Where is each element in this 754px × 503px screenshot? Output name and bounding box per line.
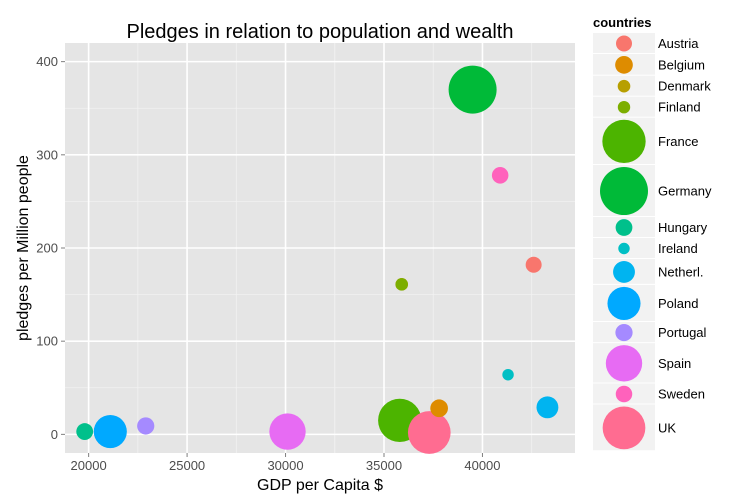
x-tick-label: 25000	[169, 458, 205, 473]
legend-key-uk	[602, 406, 646, 450]
x-tick-label: 20000	[71, 458, 107, 473]
point-finland	[395, 278, 408, 291]
point-germany	[448, 65, 497, 114]
legend-key-spain	[605, 345, 643, 382]
point-sweden	[491, 167, 509, 184]
grid-major	[65, 43, 575, 453]
y-tick-label: 200	[36, 241, 58, 256]
x-axis-ticks: 20000 25000 30000 35000 40000	[71, 453, 501, 473]
point-austria	[525, 256, 542, 273]
legend-key-finland	[617, 100, 631, 114]
legend-label: Hungary	[658, 220, 708, 235]
y-tick-label: 400	[36, 54, 58, 69]
point-netherl	[536, 396, 559, 419]
legend-label: Poland	[658, 296, 698, 311]
y-tick-label: 100	[36, 334, 58, 349]
point-portugal	[137, 417, 155, 435]
y-tick-label: 0	[51, 427, 58, 442]
legend-label: Germany	[658, 184, 712, 199]
legend-key-portugal	[615, 323, 633, 342]
point-ireland	[502, 369, 514, 381]
x-axis-title: GDP per Capita $	[257, 477, 383, 494]
legend-label: UK	[658, 420, 676, 435]
legend-key-sweden	[615, 385, 633, 403]
legend-key-austria	[616, 35, 632, 52]
x-tick-label: 30000	[267, 458, 303, 473]
legend-key-hungary	[615, 219, 633, 236]
x-tick-label: 35000	[366, 458, 402, 473]
point-hungary	[76, 423, 94, 440]
legend-key-germany	[600, 167, 648, 216]
point-uk	[407, 411, 451, 454]
legend-label: Denmark	[658, 79, 711, 94]
legend-label: Sweden	[658, 387, 705, 402]
legend: countries Austria Belgium Denmark Finland Fr…	[593, 15, 712, 451]
legend-key-denmark	[617, 79, 631, 93]
legend-label: Belgium	[658, 57, 705, 72]
legend-key-belgium	[615, 55, 633, 74]
legend-label: Spain	[658, 356, 691, 371]
y-axis-title: pledges per Million people	[15, 155, 32, 341]
legend-label: France	[658, 134, 698, 149]
legend-key-ireland	[618, 242, 630, 255]
chart-title: Pledges in relation to population and we…	[127, 21, 514, 43]
legend-key-netherl	[613, 261, 635, 283]
legend-label: Netherl.	[658, 264, 704, 279]
data-points	[76, 65, 559, 454]
y-axis-ticks: 0 100 200 300 400	[36, 54, 65, 442]
legend-items: Austria Belgium Denmark Finland France German…	[593, 33, 712, 451]
legend-label: Ireland	[658, 241, 698, 256]
legend-label: Finland	[658, 100, 701, 115]
legend-key-france	[602, 119, 646, 164]
point-spain	[269, 413, 306, 450]
legend-title: countries	[593, 15, 652, 30]
point-belgium	[430, 399, 448, 418]
x-tick-label: 40000	[464, 458, 500, 473]
legend-label: Austria	[658, 36, 699, 51]
legend-key-poland	[607, 286, 641, 320]
legend-label: Portugal	[658, 325, 707, 340]
y-tick-label: 300	[36, 147, 58, 162]
point-poland	[93, 415, 127, 449]
